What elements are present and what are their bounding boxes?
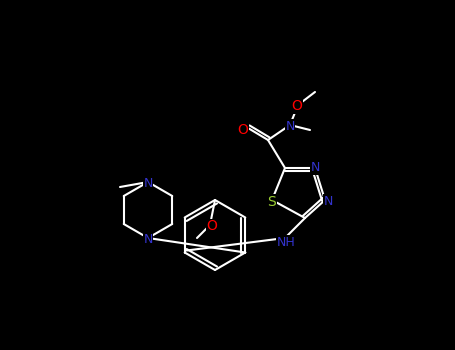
Text: N: N: [143, 177, 153, 190]
Text: O: O: [207, 219, 217, 233]
Text: S: S: [268, 195, 276, 209]
Text: N: N: [324, 195, 333, 208]
Text: O: O: [238, 122, 248, 136]
Text: N: N: [285, 120, 295, 133]
Text: N: N: [310, 161, 320, 174]
Text: N: N: [143, 233, 153, 246]
Text: O: O: [292, 99, 303, 113]
Text: NH: NH: [277, 236, 295, 249]
